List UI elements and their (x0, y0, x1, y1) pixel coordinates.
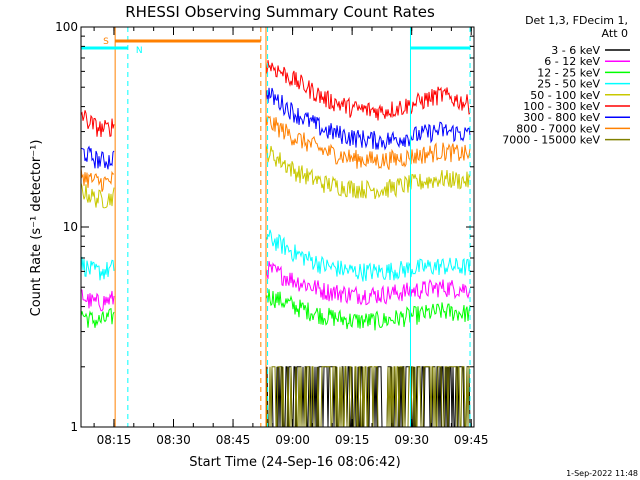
series-line (80, 183, 115, 209)
x-tick-label: 09:30 (394, 433, 429, 447)
x-axis-ticks: 08:15 08:30 08:45 09:00 09:15 09:30 09:45 (93, 27, 489, 447)
x-tick-label: 09:00 (275, 433, 310, 447)
legend-label: 12 - 25 keV (537, 66, 600, 79)
legend-header-line-2: Att 0 (602, 27, 628, 40)
x-tick-label: 08:45 (216, 433, 251, 447)
series-line (80, 166, 115, 192)
series-line (265, 229, 471, 282)
legend-label: 7000 - 15000 keV (502, 134, 600, 147)
series-line (265, 289, 471, 331)
x-tick-label: 08:15 (97, 433, 132, 447)
series-line (80, 308, 115, 328)
y-tick-label: 1 (70, 420, 78, 434)
legend-label: 800 - 7000 keV (516, 122, 600, 135)
series-line (265, 115, 471, 170)
series-line (265, 60, 471, 121)
legend-label: 300 - 800 keV (523, 111, 600, 124)
legend-label: 3 - 6 keV (551, 44, 600, 57)
overlay-layer: SN (81, 27, 471, 427)
y-axis-ticks: 1 10 100 (55, 20, 474, 434)
flag-label: N (136, 46, 143, 56)
x-tick-label: 09:15 (335, 433, 370, 447)
legend-label: 50 - 100 keV (530, 89, 600, 102)
date-stamp: 1-Sep-2022 11:48 (566, 469, 638, 478)
series-line (80, 145, 115, 170)
series-line (80, 256, 115, 281)
chart-title: RHESSI Observing Summary Count Rates (125, 3, 435, 21)
legend-label: 25 - 50 keV (537, 78, 600, 91)
x-tick-label: 09:45 (454, 433, 489, 447)
series-line (265, 261, 471, 306)
series-line (265, 145, 471, 200)
legend-header-line-1: Det 1,3, FDecim 1, (525, 14, 628, 27)
x-axis-label: Start Time (24-Sep-16 08:06:42) (189, 455, 400, 470)
x-tick-label: 08:30 (156, 433, 191, 447)
series-line (80, 110, 115, 138)
legend-label: 100 - 300 keV (523, 100, 600, 113)
flag-label: S (103, 37, 109, 47)
series-line (80, 289, 115, 312)
y-tick-label: 10 (63, 220, 78, 234)
y-tick-label: 100 (55, 20, 78, 34)
series-line (265, 87, 471, 151)
y-axis-label: Count Rate (s⁻¹ detector⁻¹) (29, 140, 44, 317)
legend-label: 6 - 12 keV (544, 55, 600, 68)
